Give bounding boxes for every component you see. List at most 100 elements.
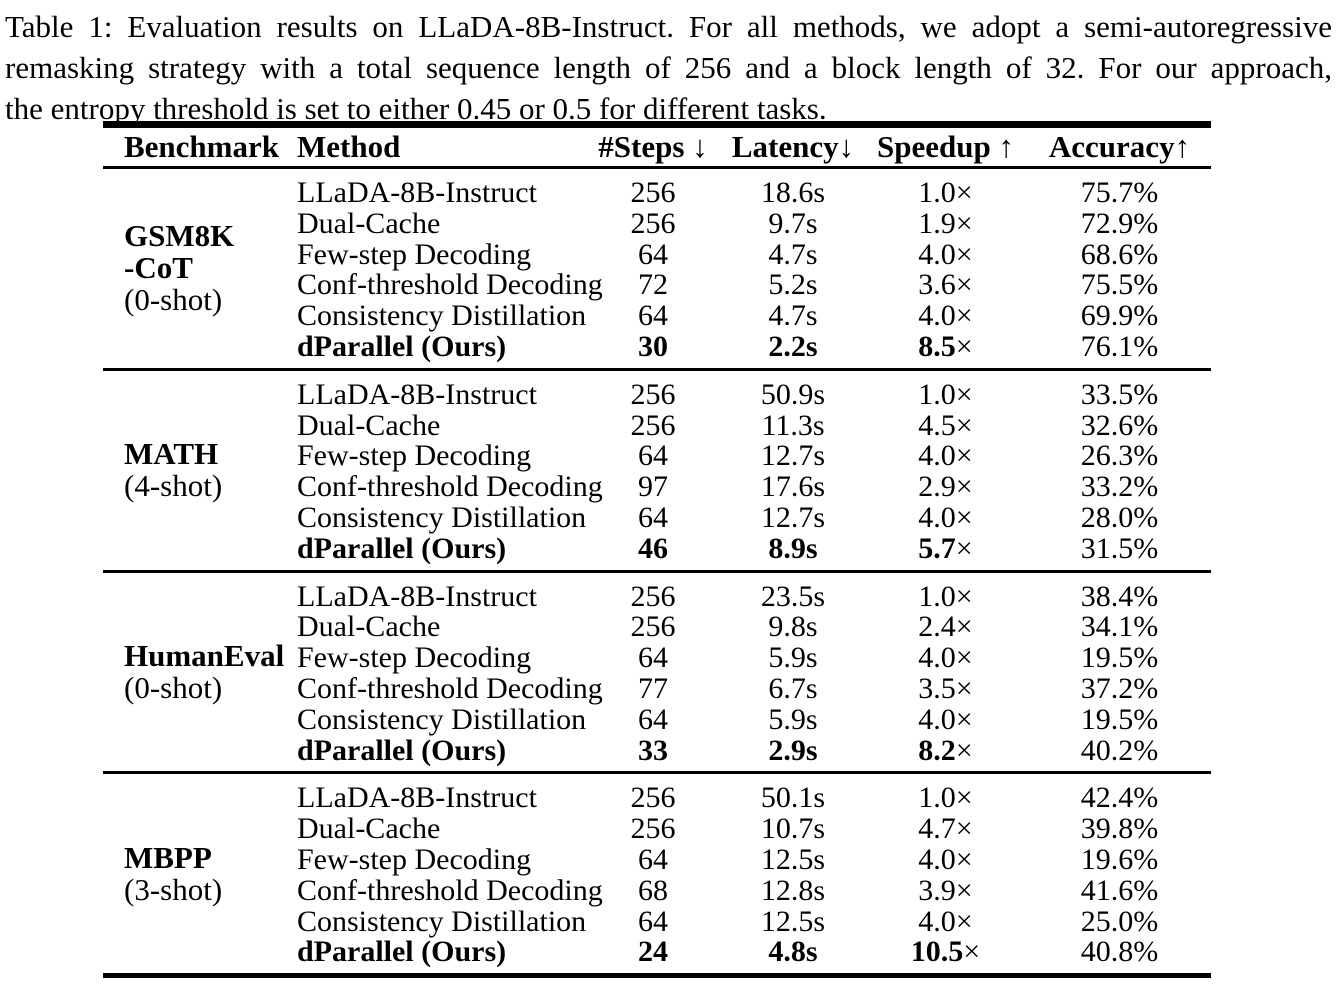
latency-cell: 12.8s — [760, 873, 826, 907]
speedup-cell: 4.0× — [918, 299, 973, 333]
table-row: Consistency Distillation 64 4.7s 4.0× 69… — [283, 299, 1211, 333]
latency-cell: 5.2s — [768, 268, 818, 302]
table-row: Conf-threshold Decoding 77 6.7s 3.5× 37.… — [283, 671, 1211, 705]
steps-cell: 24 — [638, 935, 668, 969]
table-row: LLaDA-8B-Instruct 256 50.1s 1.0× 42.4% — [283, 781, 1211, 815]
table-row-ours: dParallel (Ours) 24 4.8s 10.5× 40.8% — [283, 935, 1211, 969]
table-row: Few-step Decoding 64 12.7s 4.0× 26.3% — [283, 439, 1211, 473]
times-symbol: × — [955, 702, 973, 736]
speedup-cell: 4.0× — [918, 904, 973, 938]
speedup-cell: 4.5× — [918, 408, 973, 442]
table-row: Dual-Cache 256 9.8s 2.4× 34.1% — [283, 610, 1211, 644]
times-symbol: × — [955, 408, 973, 442]
accuracy-cell: 19.5% — [1080, 641, 1159, 675]
benchmark-section-humaneval: HumanEval (0-shot) LLaDA-8B-Instruct 256… — [103, 573, 1211, 772]
steps-cell: 77 — [638, 671, 668, 705]
speedup-cell: 1.0× — [918, 781, 973, 815]
table-row: Few-step Decoding 64 12.5s 4.0× 19.6% — [283, 842, 1211, 876]
table-row: LLaDA-8B-Instruct 256 50.9s 1.0× 33.5% — [283, 378, 1211, 411]
down-arrow-icon: ↓ — [684, 129, 708, 164]
steps-cell: 30 — [638, 329, 668, 363]
benchmark-name: MBPP — [124, 839, 212, 875]
method-cell: dParallel (Ours) — [297, 935, 507, 969]
times-symbol: × — [955, 439, 973, 473]
steps-cell: 46 — [638, 531, 668, 565]
speedup-cell: 3.9× — [918, 873, 973, 907]
speedup-cell: 3.6× — [918, 268, 973, 302]
latency-cell: 6.7s — [768, 671, 818, 705]
up-arrow-icon: ↑ — [1174, 129, 1191, 164]
table-row: Few-step Decoding 64 5.9s 4.0× 19.5% — [283, 641, 1211, 675]
method-cell: Conf-threshold Decoding — [297, 470, 603, 504]
speedup-cell: 4.0× — [918, 500, 973, 534]
steps-cell: 256 — [630, 176, 676, 209]
benchmark-label: HumanEval (0-shot) — [103, 580, 284, 765]
steps-cell: 64 — [638, 237, 668, 271]
benchmark-shots: (4-shot) — [124, 468, 223, 504]
method-cell: Dual-Cache — [297, 610, 441, 644]
method-cell: Conf-threshold Decoding — [297, 671, 603, 705]
steps-cell: 64 — [638, 299, 668, 333]
times-symbol: × — [955, 904, 973, 938]
times-symbol: × — [955, 812, 973, 846]
speedup-cell: 4.0× — [918, 702, 973, 736]
steps-cell: 64 — [638, 904, 668, 938]
table-row: Conf-threshold Decoding 72 5.2s 3.6× 75.… — [283, 268, 1211, 302]
benchmark-label: GSM8K -CoT (0-shot) — [103, 176, 283, 361]
latency-cell: 4.7s — [768, 299, 818, 333]
steps-cell: 256 — [630, 812, 676, 846]
accuracy-cell: 40.2% — [1080, 733, 1159, 767]
latency-cell: 8.9s — [768, 531, 818, 565]
latency-cell: 11.3s — [761, 408, 825, 442]
times-symbol: × — [955, 268, 973, 302]
table-row: LLaDA-8B-Instruct 256 18.6s 1.0× 75.7% — [283, 176, 1211, 209]
method-cell: Consistency Distillation — [297, 904, 587, 938]
method-cell: LLaDA-8B-Instruct — [297, 176, 537, 209]
speedup-cell: 4.0× — [918, 439, 973, 473]
accuracy-cell: 39.8% — [1080, 812, 1159, 846]
times-symbol: × — [955, 842, 973, 876]
accuracy-cell: 26.3% — [1080, 439, 1159, 473]
benchmark-section-math: MATH (4-shot) LLaDA-8B-Instruct 256 50.9… — [103, 371, 1211, 570]
method-cell: Consistency Distillation — [297, 702, 587, 736]
accuracy-cell: 75.5% — [1080, 268, 1159, 302]
latency-cell: 5.9s — [768, 641, 818, 675]
method-cell: Conf-threshold Decoding — [297, 873, 603, 907]
latency-cell: 4.7s — [768, 237, 818, 271]
benchmark-name: -CoT — [124, 250, 193, 286]
times-symbol: × — [955, 733, 973, 767]
times-symbol: × — [955, 237, 973, 271]
column-header-method: Method — [297, 129, 401, 164]
method-cell: Few-step Decoding — [297, 237, 532, 271]
steps-cell: 97 — [638, 470, 668, 504]
speedup-cell: 5.7× — [918, 531, 973, 565]
steps-cell: 33 — [638, 733, 668, 767]
accuracy-cell: 42.4% — [1080, 781, 1159, 815]
table-row: Conf-threshold Decoding 68 12.8s 3.9× 41… — [283, 873, 1211, 907]
caption-line: the entropy threshold is set to either 0… — [5, 91, 827, 126]
benchmark-shots: (3-shot) — [124, 871, 223, 907]
table-row: Dual-Cache 256 9.7s 1.9× 72.9% — [283, 206, 1211, 240]
method-cell: Consistency Distillation — [297, 500, 587, 534]
times-symbol: × — [955, 500, 973, 534]
times-symbol: × — [955, 176, 973, 209]
section-rows: LLaDA-8B-Instruct 256 50.1s 1.0× 42.4% D… — [283, 781, 1211, 969]
speedup-cell: 1.9× — [918, 206, 973, 240]
method-cell: Few-step Decoding — [297, 439, 532, 473]
steps-cell: 68 — [638, 873, 668, 907]
accuracy-cell: 40.8% — [1080, 935, 1159, 969]
latency-cell: 12.7s — [760, 439, 826, 473]
speedup-cell: 3.5× — [918, 671, 973, 705]
section-rows: LLaDA-8B-Instruct 256 18.6s 1.0× 75.7% D… — [283, 176, 1211, 363]
accuracy-cell: 69.9% — [1080, 299, 1159, 333]
steps-cell: 64 — [638, 641, 668, 675]
speedup-cell: 4.7× — [918, 812, 973, 846]
steps-cell: 64 — [638, 439, 668, 473]
table-row: Dual-Cache 256 10.7s 4.7× 39.8% — [283, 812, 1211, 846]
latency-cell: 18.6s — [760, 176, 826, 209]
accuracy-cell: 19.6% — [1080, 842, 1159, 876]
times-symbol: × — [955, 299, 973, 333]
times-symbol: × — [955, 206, 973, 240]
up-arrow-icon: ↑ — [990, 129, 1014, 164]
method-cell: Dual-Cache — [297, 206, 441, 240]
